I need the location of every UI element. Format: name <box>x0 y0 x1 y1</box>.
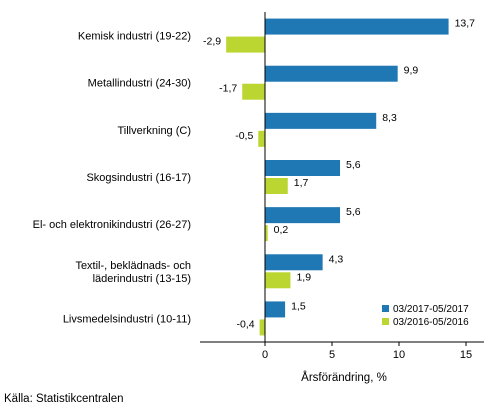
bar <box>265 18 449 35</box>
category-labels: Kemisk industri (19-22) Metallindustri (2… <box>33 31 191 326</box>
bar <box>242 83 265 100</box>
x-tick-label: 5 <box>329 349 335 361</box>
legend: 03/2017-05/2017 03/2016-05/2016 <box>382 304 469 328</box>
data-labels: 13,7 -2,9 9,9 -1,7 8,3 -0,5 5,6 1,7 5,6 0,2 4,3 1,9… <box>203 18 475 331</box>
bar <box>259 319 265 336</box>
data-label: 1,9 <box>296 271 311 283</box>
source-note: Källa: Statistikcentralen <box>4 393 124 405</box>
data-label: 5,6 <box>346 206 361 218</box>
data-label: 13,7 <box>455 18 476 30</box>
data-label: 8,3 <box>382 112 397 124</box>
bar <box>226 36 265 53</box>
data-label: 1,5 <box>291 300 306 312</box>
bar <box>265 207 341 224</box>
x-axis-label: Årsförändring, % <box>301 371 387 384</box>
legend-entry: 03/2016-05/2016 <box>393 317 469 328</box>
bar <box>258 130 265 147</box>
data-label: 5,6 <box>346 159 361 171</box>
data-label: -2,9 <box>203 36 221 48</box>
category-label: Textil-, beklädnads- och läderindustri (1… <box>75 260 191 285</box>
legend-entry: 03/2017-05/2017 <box>393 304 469 315</box>
x-tick-label: 15 <box>460 349 472 361</box>
category-label: Livsmedelsindustri (10-11) <box>63 313 191 325</box>
bar <box>265 254 323 271</box>
legend-swatch <box>382 305 389 312</box>
legend-swatch <box>382 318 389 325</box>
x-axis: 0 5 10 15 <box>200 12 484 361</box>
data-label: -0,4 <box>237 318 255 330</box>
data-label: -1,7 <box>219 83 237 95</box>
data-label: -0,5 <box>235 130 253 142</box>
bar <box>265 160 341 176</box>
data-label: 0,2 <box>274 224 289 236</box>
category-label: Tillverkning (C) <box>117 125 191 137</box>
category-label: Kemisk industri (19-22) <box>78 31 191 43</box>
x-tick-label: 10 <box>393 349 405 361</box>
bar <box>265 112 377 129</box>
data-label: 4,3 <box>329 253 344 265</box>
category-label: Skogsindustri (16-17) <box>86 172 191 184</box>
bars <box>226 18 449 336</box>
category-label: El- och elektronikindustri (26-27) <box>33 219 191 231</box>
data-label: 9,9 <box>404 65 419 77</box>
x-tick-label: 0 <box>262 349 268 361</box>
bar <box>265 301 286 318</box>
bar <box>265 272 291 289</box>
category-label: Metallindustri (24-30) <box>88 78 191 90</box>
bar <box>265 178 288 194</box>
data-label: 1,7 <box>294 177 309 189</box>
bar <box>265 65 398 82</box>
bar <box>265 225 268 242</box>
